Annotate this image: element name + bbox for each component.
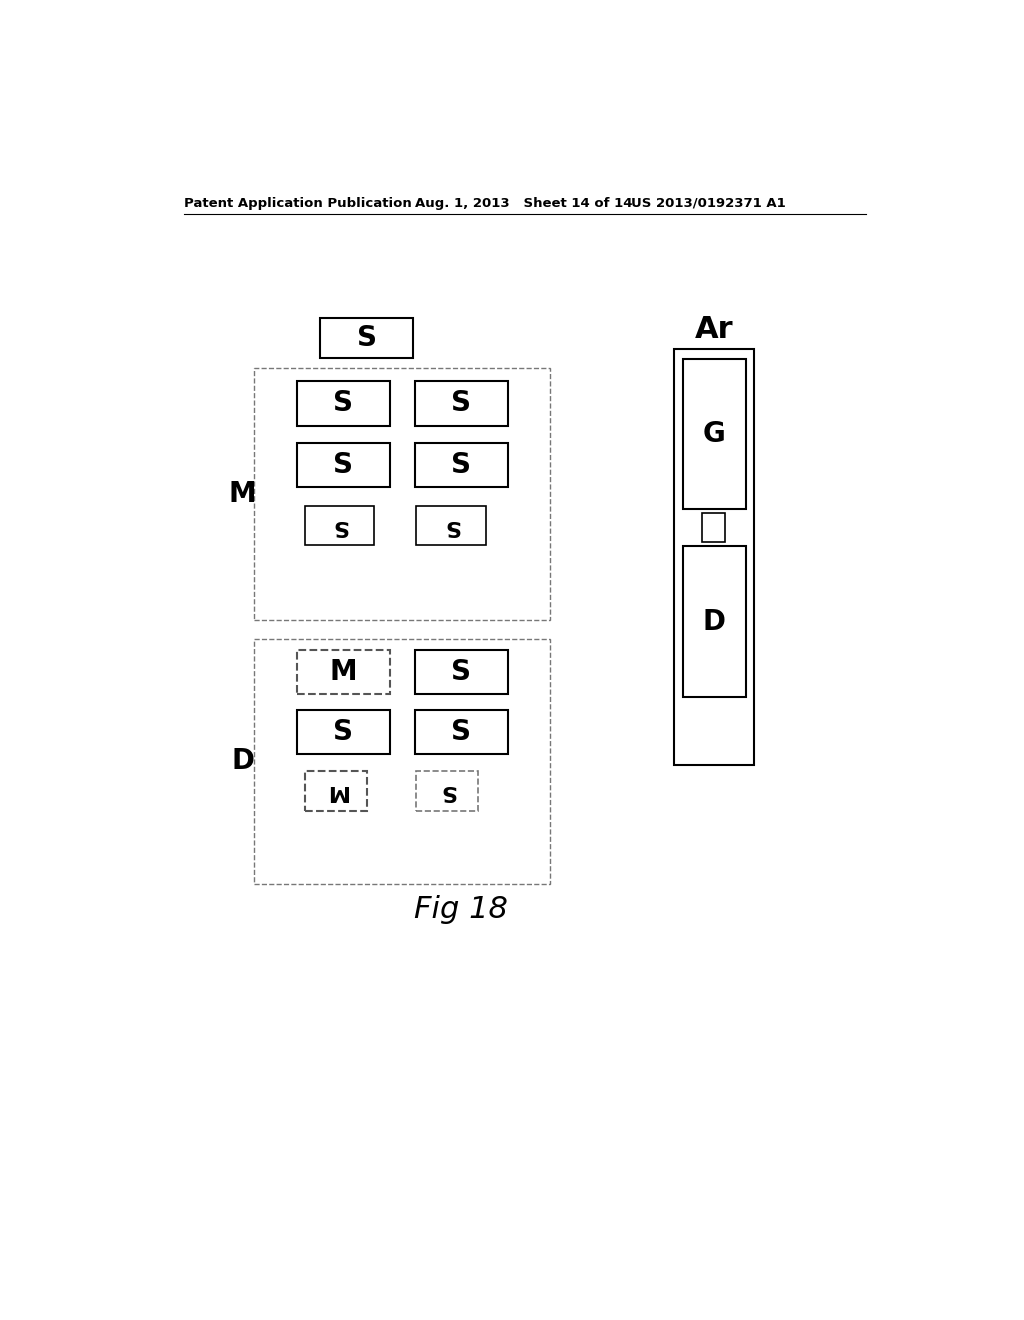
Bar [254, 639, 550, 884]
Text: S: S [452, 657, 471, 686]
Bar [321, 318, 414, 358]
Text: M: M [325, 781, 347, 801]
Text: S: S [334, 389, 353, 417]
Text: S: S [332, 516, 347, 536]
Bar [675, 350, 755, 766]
Bar [701, 512, 725, 543]
Text: S: S [452, 718, 471, 746]
Text: S: S [452, 389, 471, 417]
Text: M: M [330, 657, 357, 686]
Bar [297, 710, 390, 755]
Bar [415, 649, 508, 694]
Bar [297, 442, 390, 487]
Bar [683, 359, 745, 508]
Text: M: M [229, 480, 257, 508]
Text: Aug. 1, 2013   Sheet 14 of 14: Aug. 1, 2013 Sheet 14 of 14 [415, 197, 632, 210]
Text: US 2013/0192371 A1: US 2013/0192371 A1 [631, 197, 785, 210]
Bar [415, 381, 508, 425]
Bar [415, 442, 508, 487]
Bar [415, 710, 508, 755]
Bar [683, 546, 745, 697]
Text: G: G [702, 420, 726, 447]
Text: D: D [231, 747, 254, 775]
Text: Fig 18: Fig 18 [415, 895, 508, 924]
Text: S: S [334, 718, 353, 746]
Text: S: S [334, 451, 353, 479]
Text: S: S [443, 516, 459, 536]
Text: Patent Application Publication: Patent Application Publication [183, 197, 412, 210]
Text: D: D [702, 607, 726, 635]
Bar [417, 507, 486, 545]
Text: S: S [356, 323, 377, 352]
Bar [297, 381, 390, 425]
Bar [305, 771, 367, 812]
Bar [254, 368, 550, 620]
Text: S: S [452, 451, 471, 479]
Bar [305, 507, 375, 545]
Bar [417, 771, 478, 812]
Bar [297, 649, 390, 694]
Text: S: S [439, 781, 456, 801]
Text: Ar: Ar [694, 315, 733, 343]
